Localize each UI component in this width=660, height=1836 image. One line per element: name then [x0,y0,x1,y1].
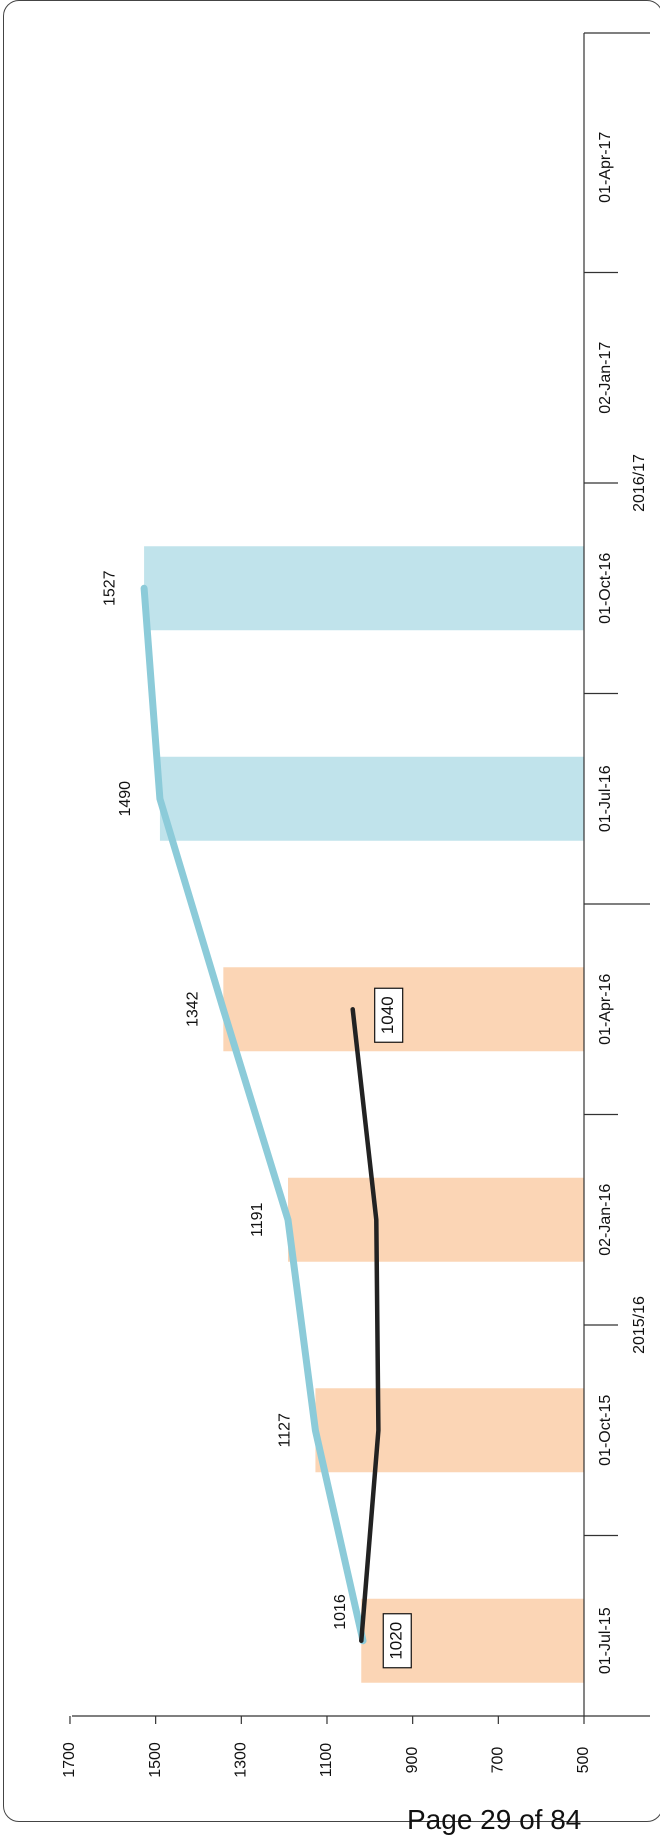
data-label: 1127 [277,1413,294,1448]
bar-02-Jan-16 [288,1177,584,1262]
bar-01-Apr-16 [223,967,585,1052]
series-line-2 [350,1007,381,1644]
category-label: 02-Jan-16 [597,1184,614,1256]
value-tick-label: 1300 [233,1742,250,1778]
category-label: 01-Jul-15 [597,1607,614,1674]
lines-layer [140,584,381,1645]
bar-01-Oct-15 [315,1388,584,1473]
category-label: 01-Jul-16 [597,765,614,832]
data-label: 1020 [387,1622,406,1660]
page-number: Page 29 of 84 [407,1804,582,1835]
chart-frame [3,0,660,1822]
category-label: 01-Apr-16 [597,974,614,1045]
value-tick-label: 1500 [147,1742,164,1778]
labels-layer: 01-Jul-15 01-Oct-15 02-Jan-16 01-Apr-16 01-J… [61,132,648,1778]
data-label: 1016 [332,1594,349,1630]
category-label: 01-Oct-16 [597,553,614,624]
axes-layer [69,32,650,1724]
data-label: 1527 [101,570,118,606]
group-label: 2015/16 [631,1296,648,1354]
series-line-1 [140,584,367,1645]
bars-layer [144,546,585,1683]
group-label: 2016/17 [631,454,648,512]
data-label: 1490 [117,781,134,817]
category-label: 02-Jan-17 [597,342,614,414]
value-tick-label: 900 [404,1747,421,1774]
data-label-box [382,1613,412,1669]
data-label: 1342 [185,991,202,1027]
value-tick-label: 1100 [318,1743,335,1778]
data-label: 1040 [378,996,397,1034]
category-label: 01-Oct-15 [597,1395,614,1466]
value-tick-label: 700 [490,1747,507,1774]
value-tick-label: 500 [575,1747,592,1774]
category-label: 01-Apr-17 [597,132,614,203]
bar-01-Jul-16 [159,756,584,841]
data-label-box [374,987,404,1043]
data-label: 1191 [249,1202,266,1237]
bar-01-Oct-16 [144,546,585,631]
value-tick-label: 1700 [61,1742,78,1778]
